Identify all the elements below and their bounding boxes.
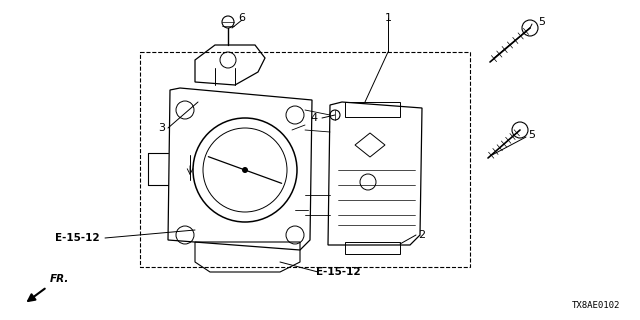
Circle shape (242, 167, 248, 173)
Text: 2: 2 (418, 230, 425, 240)
Text: 5: 5 (538, 17, 545, 27)
Text: TX8AE0102: TX8AE0102 (572, 301, 620, 310)
Bar (345, 102, 400, 117)
Text: E-15-12: E-15-12 (55, 233, 100, 243)
Text: 6: 6 (238, 13, 245, 23)
Bar (345, 242, 400, 254)
Text: 3: 3 (158, 123, 165, 133)
Text: E-15-12: E-15-12 (316, 267, 360, 277)
Text: 5: 5 (528, 130, 535, 140)
Text: 4: 4 (311, 113, 318, 123)
Text: 1: 1 (385, 13, 392, 23)
Text: FR.: FR. (50, 274, 69, 284)
Bar (140, 52, 470, 267)
